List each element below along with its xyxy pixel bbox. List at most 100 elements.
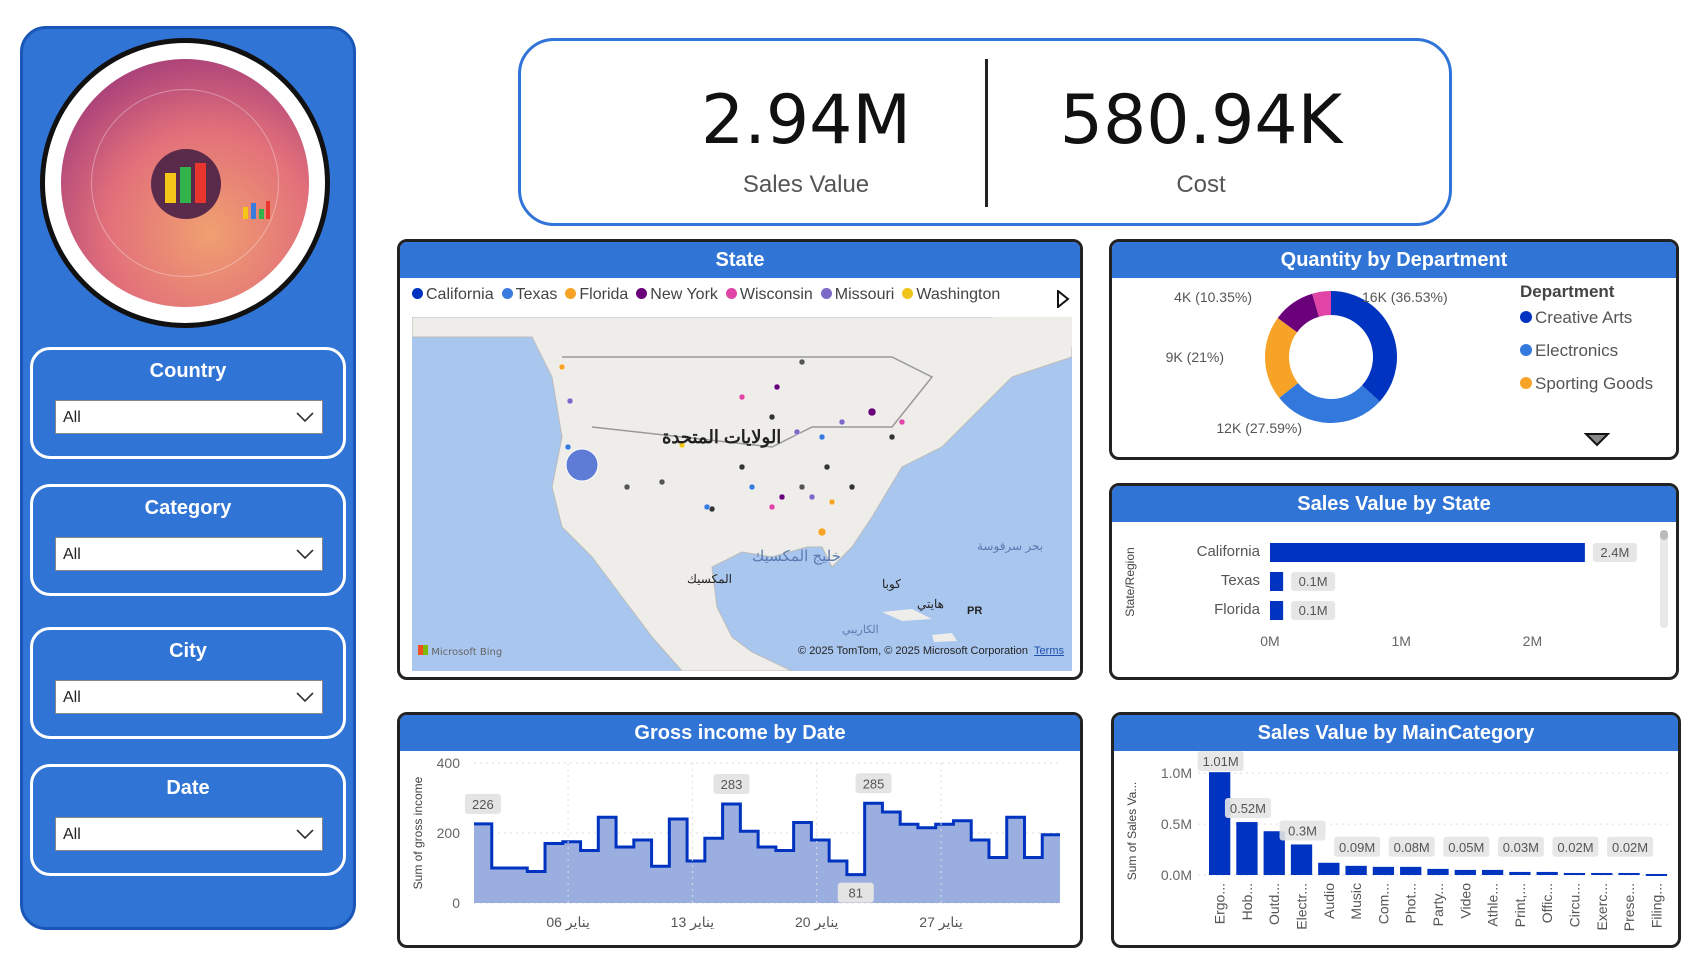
bar[interactable] [1270, 572, 1284, 591]
gross-income-chart[interactable]: Sum of gross income 0 200 400 06 يناير 13 ينا… [400, 751, 1080, 947]
donut-slice[interactable] [1331, 291, 1397, 402]
map-bubble[interactable] [793, 428, 801, 436]
bar[interactable] [1263, 831, 1285, 875]
data-label: 0.03M [1503, 840, 1539, 855]
map-terms-link[interactable]: Terms [1034, 645, 1064, 657]
logo [40, 38, 330, 328]
bar[interactable] [1591, 872, 1613, 875]
date-dropdown[interactable]: All [55, 817, 323, 851]
map-bubble[interactable] [768, 413, 776, 421]
area-fill [474, 803, 1060, 903]
bar[interactable] [1645, 873, 1667, 876]
legend-item-florida[interactable]: Florida [565, 286, 628, 304]
bar[interactable] [1372, 866, 1395, 875]
map-bubble[interactable] [748, 483, 756, 491]
map-bubble[interactable] [738, 463, 746, 471]
donut-data-label: 4K (10.35%) [1174, 289, 1252, 305]
bar[interactable] [1270, 543, 1585, 562]
bar[interactable] [1454, 869, 1476, 875]
map-bubble[interactable] [888, 433, 896, 441]
legend-scroll-down-icon[interactable] [1584, 432, 1610, 448]
bar[interactable] [1209, 772, 1231, 875]
state-bar-title: Sales Value by State [1112, 486, 1676, 522]
map-bubble[interactable] [658, 478, 666, 486]
map-bubble[interactable] [678, 441, 686, 449]
bar[interactable] [1618, 872, 1640, 875]
legend-item-california[interactable]: California [412, 286, 494, 304]
scrollbar-thumb[interactable] [1660, 530, 1668, 540]
bar[interactable] [1236, 822, 1258, 875]
donut-slice[interactable] [1279, 383, 1380, 423]
map-bubble[interactable] [566, 397, 574, 405]
scrollbar[interactable] [1660, 530, 1668, 628]
bar[interactable] [1563, 872, 1586, 875]
bar[interactable] [1536, 871, 1558, 875]
category-dropdown[interactable]: All [55, 537, 323, 571]
bar[interactable] [1481, 869, 1504, 875]
legend-item[interactable]: Electronics [1520, 341, 1653, 374]
map-bubble[interactable] [823, 463, 831, 471]
bar[interactable] [1318, 862, 1340, 875]
bar[interactable] [1509, 871, 1531, 875]
map-bubble[interactable] [778, 493, 786, 501]
map-bubble[interactable] [565, 448, 599, 482]
map-bubble[interactable] [817, 527, 827, 537]
category-label: Audio [1321, 883, 1337, 919]
bar[interactable] [1270, 601, 1284, 620]
map-bubble[interactable] [808, 493, 816, 501]
legend-label: Sporting Goods [1535, 374, 1654, 393]
country-dropdown[interactable]: All [55, 400, 323, 434]
map-bubble[interactable] [773, 383, 781, 391]
legend-item-new-york[interactable]: New York [636, 286, 718, 304]
donut-chart[interactable]: 16K (36.53%) 12K (27.59%) 9K (21%) 4K (10.3… [1112, 278, 1472, 460]
map-bubble[interactable] [798, 483, 806, 491]
donut-slice[interactable] [1277, 293, 1320, 333]
bar[interactable] [1290, 844, 1313, 875]
data-label: 0.52M [1230, 801, 1266, 816]
map-bubble[interactable] [818, 433, 826, 441]
donut-slice[interactable] [1265, 318, 1299, 398]
data-label: 226 [472, 797, 494, 812]
map-canvas[interactable]: الولايات المتحدة خليج المكسيك المكسيك كو… [412, 317, 1072, 671]
x-tick: 13 يناير [671, 914, 715, 931]
legend-item-wisconsin[interactable]: Wisconsin [725, 286, 813, 304]
map-bubble[interactable] [623, 483, 631, 491]
legend-item-missouri[interactable]: Missouri [820, 286, 894, 304]
map-bubble[interactable] [558, 363, 566, 371]
legend-item[interactable]: Creative Arts [1520, 308, 1653, 341]
legend-title: Department [1520, 282, 1615, 301]
chevron-down-icon [296, 549, 314, 560]
category-label: Music [1348, 883, 1364, 920]
legend-dot [501, 288, 513, 299]
map-attribution: © 2025 TomTom, © 2025 Microsoft Corporat… [798, 645, 1029, 657]
map-bubble[interactable] [838, 418, 846, 426]
map-bubble[interactable] [703, 503, 711, 511]
map-bubble[interactable] [738, 393, 746, 401]
data-label: 0.09M [1339, 840, 1375, 855]
legend-next-icon[interactable] [1056, 290, 1070, 308]
map-label-caribbean: الكاريبي [842, 624, 879, 636]
map-bubble[interactable] [564, 443, 572, 451]
state-bar-chart[interactable]: State/Region California 2.4M Texas 0.1M Flori… [1112, 522, 1676, 680]
map-bubble[interactable] [898, 418, 906, 426]
map-bubble[interactable] [848, 483, 856, 491]
series-line[interactable] [474, 801, 1060, 877]
map-bubble[interactable] [867, 407, 877, 417]
bar[interactable] [1427, 868, 1449, 875]
map-bubble[interactable] [798, 358, 806, 366]
bar[interactable] [1400, 866, 1422, 875]
quantity-by-department-card: Quantity by Department 16K (36.53%) 12K (… [1109, 239, 1679, 460]
maincategory-bar-chart[interactable]: Sum of Sales Va... 0.0M 0.5M 1.0M Ergo... 1.0… [1114, 751, 1678, 947]
data-label: 81 [849, 886, 863, 901]
sales-value-label: Sales Value [742, 171, 870, 198]
map-bubble[interactable] [768, 503, 776, 511]
legend-item-texas[interactable]: Texas [501, 286, 557, 304]
gross-income-card: Gross income by Date Sum of gross income… [397, 712, 1083, 948]
legend-item[interactable]: Sporting Goods [1520, 374, 1653, 407]
y-tick: 0.5M [1161, 816, 1192, 832]
map-bubble[interactable] [828, 498, 836, 506]
donut-slice[interactable] [1312, 291, 1331, 317]
city-dropdown[interactable]: All [55, 680, 323, 714]
legend-item-washington[interactable]: Washington [902, 286, 1000, 304]
bar[interactable] [1345, 865, 1367, 875]
